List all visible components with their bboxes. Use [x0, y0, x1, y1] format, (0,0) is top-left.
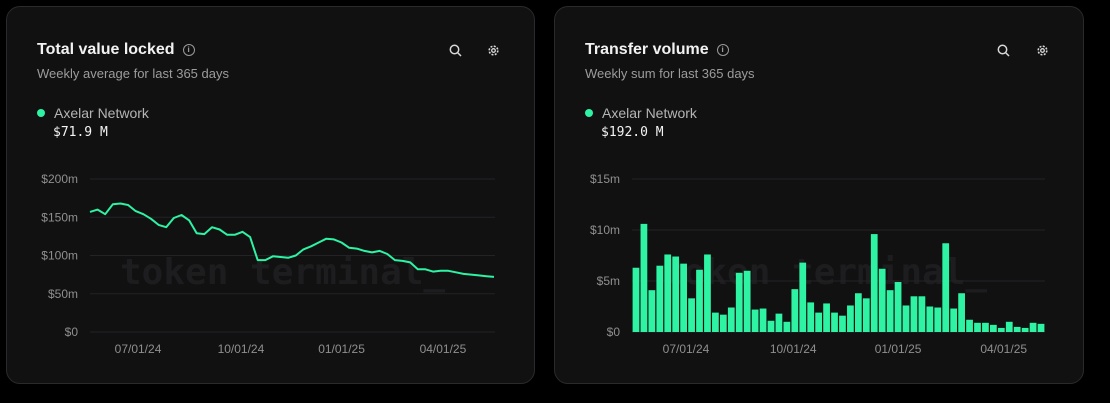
bar: [735, 272, 743, 332]
bar: [719, 314, 727, 332]
bar: [799, 262, 807, 332]
bar: [815, 312, 823, 332]
y-tick-label: $50m: [48, 287, 78, 301]
info-icon[interactable]: i: [182, 44, 195, 56]
bar: [1029, 322, 1037, 332]
bar: [791, 289, 799, 332]
tv-legend-value: $192.0 M: [601, 125, 664, 140]
bar: [672, 256, 680, 332]
bar: [648, 290, 656, 332]
y-tick-label: $5m: [597, 274, 620, 288]
bar: [751, 309, 759, 332]
y-tick-label: $15m: [590, 172, 620, 186]
x-tick-label: 10/01/24: [218, 342, 265, 356]
bar: [894, 282, 902, 332]
y-tick-label: $10m: [590, 223, 620, 237]
gear-icon[interactable]: [1033, 41, 1051, 59]
bar: [926, 306, 934, 332]
tv-legend-name: Axelar Network: [602, 105, 697, 121]
bar: [632, 267, 640, 332]
bar: [1037, 323, 1045, 332]
tv-title-row: Transfer volume i: [585, 41, 729, 59]
bar: [783, 321, 791, 332]
x-tick-label: 01/01/25: [875, 342, 922, 356]
bar: [847, 305, 854, 332]
watermark: token terminal_: [662, 252, 987, 293]
bar: [839, 315, 846, 332]
transfer-volume-chart: token terminal_ $0 $5m $10m $15m 07/01/24 10/0…: [590, 172, 1045, 356]
y-tick-label: $0: [65, 325, 79, 339]
bar: [966, 319, 973, 332]
bar: [990, 324, 997, 332]
bar: [1013, 326, 1021, 332]
bar: [878, 268, 886, 332]
y-tick-label: $0: [607, 325, 621, 339]
tv-title: Transfer volume: [585, 41, 709, 58]
bar: [870, 234, 878, 332]
x-tick-label: 10/01/24: [770, 342, 817, 356]
bar: [1021, 327, 1029, 332]
bar: [854, 293, 862, 332]
watermark: token terminal_: [120, 252, 445, 293]
y-tick-label: $150m: [41, 210, 78, 224]
tv-legend: Axelar Network: [585, 105, 697, 121]
bar: [910, 296, 918, 332]
bar: [862, 298, 870, 332]
tv-subtitle: Weekly sum for last 365 days: [585, 66, 755, 81]
bar: [656, 265, 664, 332]
bar: [688, 298, 695, 332]
x-tick-label: 04/01/25: [420, 342, 467, 356]
x-tick-label: 01/01/25: [318, 342, 365, 356]
y-tick-label: $200m: [41, 172, 78, 186]
bar: [823, 303, 830, 332]
y-tick-label: $100m: [41, 249, 78, 263]
bar: [934, 307, 942, 332]
series-line: [89, 202, 495, 278]
tvl-legend-name: Axelar Network: [54, 105, 149, 121]
search-icon[interactable]: [446, 41, 464, 59]
bar: [950, 308, 958, 332]
bar: [743, 270, 751, 332]
bar: [712, 312, 719, 332]
legend-dot: [37, 109, 45, 117]
bar: [918, 296, 926, 332]
bar: [902, 305, 910, 332]
bar: [704, 254, 711, 332]
bar: [831, 312, 838, 332]
bar: [982, 322, 989, 332]
x-tick-label: 07/01/24: [115, 342, 162, 356]
bar: [942, 243, 950, 332]
bar: [997, 327, 1005, 332]
bar: [974, 322, 981, 332]
legend-dot: [585, 109, 593, 117]
x-tick-label: 07/01/24: [663, 342, 710, 356]
bar: [767, 320, 775, 332]
bar: [680, 263, 687, 332]
tvl-title: Total value locked: [37, 41, 175, 58]
tvl-subtitle: Weekly average for last 365 days: [37, 66, 229, 81]
tvl-legend: Axelar Network: [37, 105, 149, 121]
bar: [664, 254, 672, 332]
tvl-title-row: Total value locked i: [37, 41, 195, 59]
tvl-card: Total value locked i Weekly average for …: [6, 6, 535, 384]
bar: [696, 269, 703, 332]
tvl-legend-value: $71.9 M: [53, 125, 108, 140]
tvl-chart: token terminal_ $0 $50m $100m $150m $200m 07/0…: [41, 172, 495, 356]
bar: [640, 223, 648, 332]
bar: [775, 313, 783, 332]
bar: [958, 293, 965, 332]
x-tick-label: 04/01/25: [980, 342, 1027, 356]
bar: [807, 302, 815, 332]
info-icon[interactable]: i: [716, 44, 729, 56]
bar: [727, 307, 735, 332]
bar: [886, 290, 894, 332]
transfer-volume-card: Transfer volume i Weekly sum for last 36…: [554, 6, 1084, 384]
gear-icon[interactable]: [484, 41, 502, 59]
bar: [759, 308, 767, 332]
search-icon[interactable]: [994, 41, 1012, 59]
bar: [1005, 321, 1013, 332]
